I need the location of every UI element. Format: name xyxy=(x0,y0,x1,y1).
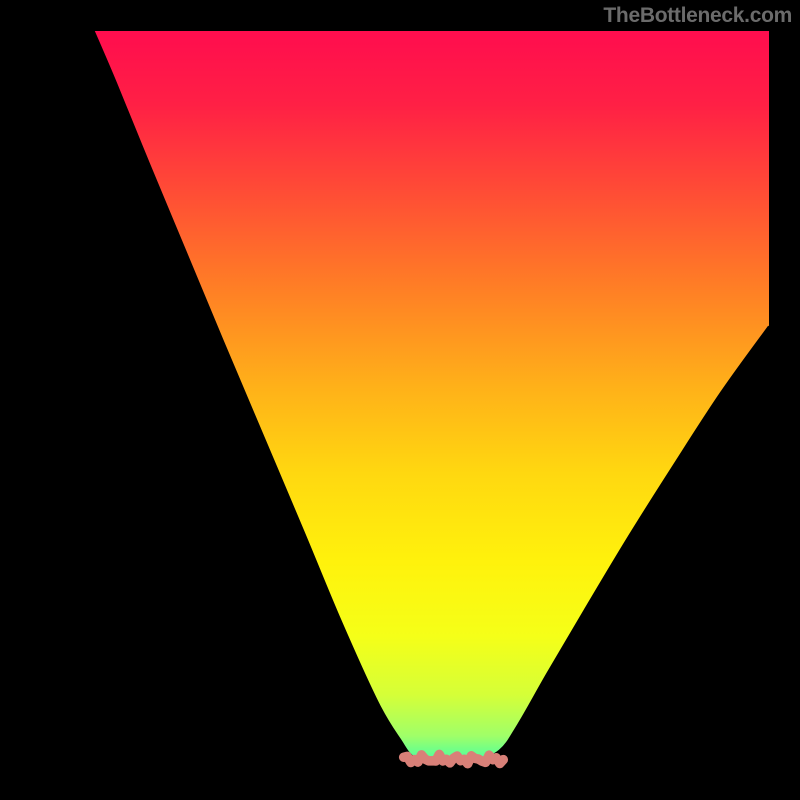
watermark-text: TheBottleneck.com xyxy=(603,4,792,28)
valley-marker xyxy=(404,754,504,763)
bottleneck-curve-chart xyxy=(0,0,800,800)
chart-root: TheBottleneck.com xyxy=(0,0,800,800)
